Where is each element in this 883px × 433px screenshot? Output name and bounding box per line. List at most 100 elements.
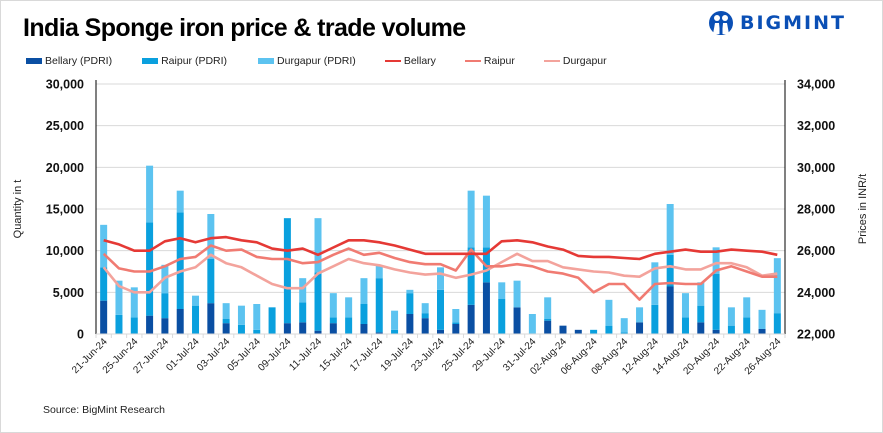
y-tick-label: 10,000 bbox=[46, 244, 84, 258]
y-tick-label: 20,000 bbox=[46, 161, 84, 175]
bar-segment-raipur-pdri bbox=[360, 304, 368, 324]
bar-segment-bellary-pdri bbox=[421, 318, 429, 334]
legend-label: Durgapur (PDRI) bbox=[277, 55, 356, 67]
bar-segment-durgapur-pdri bbox=[773, 258, 781, 314]
bar-segment-raipur-pdri bbox=[681, 317, 689, 334]
bar-segment-durgapur-pdri bbox=[115, 280, 123, 315]
bar-segment-durgapur-pdri bbox=[391, 310, 399, 330]
bar-segment-raipur-pdri bbox=[727, 325, 735, 334]
bar-segment-raipur-pdri bbox=[651, 304, 659, 334]
bar-segment-raipur-pdri bbox=[237, 324, 245, 334]
source-note: Source: BigMint Research bbox=[43, 404, 165, 416]
legend-item-bellary: Bellary bbox=[384, 55, 436, 67]
bar-segment-durgapur-pdri bbox=[360, 278, 368, 304]
bar-segment-durgapur-pdri bbox=[636, 307, 644, 323]
y-axis-title: Quantity in t bbox=[12, 180, 24, 239]
bar-segment-raipur-pdri bbox=[590, 329, 598, 334]
bar-segment-durgapur-pdri bbox=[237, 305, 245, 325]
bar-segment-durgapur-pdri bbox=[681, 293, 689, 318]
bar-segment-raipur-pdri bbox=[283, 218, 291, 324]
bar-segment-bellary-pdri bbox=[299, 322, 307, 334]
bar-segment-bellary-pdri bbox=[452, 324, 460, 334]
bar-segment-durgapur-pdri bbox=[727, 307, 735, 326]
bar-segment-durgapur-pdri bbox=[697, 282, 705, 306]
bar-segment-durgapur-pdri bbox=[421, 303, 429, 314]
legend-label: Raipur bbox=[483, 55, 515, 67]
bar-segment-raipur-pdri bbox=[544, 319, 552, 321]
bar-segment-raipur-pdri bbox=[697, 305, 705, 323]
bar-segment-raipur-pdri bbox=[314, 272, 322, 331]
y-tick-label: 30,000 bbox=[46, 78, 84, 92]
bar-segment-durgapur-pdri bbox=[482, 195, 490, 248]
y-tick-label: 25,000 bbox=[46, 119, 84, 133]
legend-swatch bbox=[464, 60, 481, 62]
bar-segment-bellary-pdri bbox=[375, 332, 383, 334]
line-durgapur bbox=[102, 252, 778, 294]
bar-segment-durgapur-pdri bbox=[176, 190, 184, 213]
bar-segment-bellary-pdri bbox=[207, 303, 215, 334]
bar-segment-durgapur-pdri bbox=[513, 280, 521, 308]
bar-segment-bellary-pdri bbox=[283, 323, 291, 334]
bar-segment-durgapur-pdri bbox=[743, 297, 751, 318]
bar-segment-durgapur-pdri bbox=[758, 309, 766, 329]
bar-segment-durgapur-pdri bbox=[130, 287, 138, 318]
legend-label: Raipur (PDRI) bbox=[161, 55, 228, 67]
gridlines bbox=[96, 83, 785, 293]
bar-segment-durgapur-pdri bbox=[437, 267, 444, 290]
bar-segment-bellary-pdri bbox=[758, 329, 766, 334]
bar-segment-raipur-pdri bbox=[467, 247, 475, 305]
bar-series bbox=[100, 165, 781, 334]
bar-segment-bellary-pdri bbox=[482, 282, 490, 334]
bar-segment-bellary-pdri bbox=[513, 307, 521, 334]
bar-segment-raipur-pdri bbox=[773, 313, 781, 334]
legend-swatch bbox=[142, 58, 159, 64]
legend-item-bellary-pdri: Bellary (PDRI) bbox=[26, 55, 112, 67]
legend-item-durgapur-pdri: Durgapur (PDRI) bbox=[258, 55, 356, 67]
bar-segment-raipur-pdri bbox=[345, 317, 353, 334]
bar-segment-raipur-pdri bbox=[299, 302, 307, 323]
y2-tick-label: 32,000 bbox=[797, 119, 835, 133]
y2-tick-label: 24,000 bbox=[797, 286, 835, 300]
bar-segment-durgapur-pdri bbox=[452, 309, 460, 323]
bar-segment-raipur-pdri bbox=[421, 313, 429, 319]
bar-segment-bellary-pdri bbox=[222, 323, 230, 334]
bar-segment-raipur-pdri bbox=[268, 307, 276, 334]
y2-tick-label: 22,000 bbox=[797, 328, 835, 342]
bar-segment-raipur-pdri bbox=[712, 274, 720, 330]
bar-segment-bellary-pdri bbox=[176, 309, 184, 334]
bar-segment-bellary-pdri bbox=[146, 315, 154, 334]
bar-segment-durgapur-pdri bbox=[666, 204, 674, 255]
bar-segment-raipur-pdri bbox=[620, 332, 628, 334]
legend-swatch bbox=[258, 58, 275, 64]
bar-segment-bellary-pdri bbox=[437, 329, 444, 334]
brand-name: BIGMINT bbox=[740, 12, 846, 34]
bar-segment-durgapur-pdri bbox=[620, 318, 628, 333]
bigmint-people-logo-icon bbox=[709, 11, 733, 35]
bar-segment-bellary-pdri bbox=[314, 330, 322, 334]
bar-segment-raipur-pdri bbox=[743, 317, 751, 334]
y-tick-label: 0 bbox=[77, 328, 84, 342]
bar-segment-raipur-pdri bbox=[130, 317, 138, 334]
bar-segment-bellary-pdri bbox=[100, 300, 108, 334]
bar-segment-durgapur-pdri bbox=[345, 297, 353, 318]
line-series bbox=[102, 235, 778, 301]
bar-segment-raipur-pdri bbox=[391, 329, 399, 334]
y-tick-label: 5,000 bbox=[53, 286, 84, 300]
bar-segment-raipur-pdri bbox=[146, 222, 154, 316]
bar-segment-raipur-pdri bbox=[192, 305, 200, 334]
bar-segment-bellary-pdri bbox=[712, 329, 720, 334]
bar-segment-durgapur-pdri bbox=[100, 224, 108, 268]
y2-tick-label: 34,000 bbox=[797, 78, 835, 92]
bar-segment-raipur-pdri bbox=[115, 314, 123, 334]
bar-segment-bellary-pdri bbox=[161, 318, 169, 334]
bar-segment-bellary-pdri bbox=[636, 322, 644, 334]
bar-segment-durgapur-pdri bbox=[498, 282, 506, 299]
bar-segment-durgapur-pdri bbox=[314, 218, 322, 273]
bar-segment-durgapur-pdri bbox=[605, 299, 613, 326]
y2-axis-title: Prices in INR/t bbox=[857, 174, 869, 244]
bar-segment-bellary-pdri bbox=[666, 286, 674, 334]
bar-segment-raipur-pdri bbox=[329, 317, 337, 324]
legend-swatch bbox=[543, 60, 560, 62]
line-bellary bbox=[103, 235, 778, 261]
